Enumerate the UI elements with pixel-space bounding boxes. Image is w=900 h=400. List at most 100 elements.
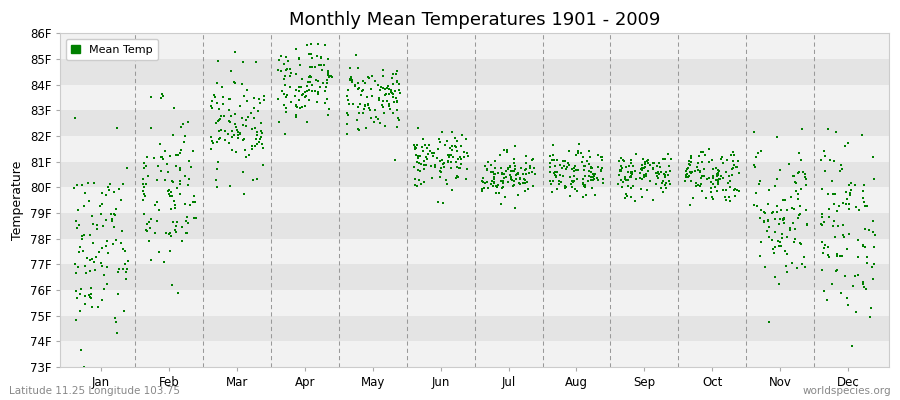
Point (173, 178, 187, 184)
Point (491, 182, 505, 188)
Point (309, 77, 323, 84)
Point (491, 190, 506, 196)
Point (442, 154, 456, 161)
Point (681, 173, 696, 180)
Point (508, 166, 522, 172)
Point (650, 162, 664, 169)
Point (688, 180, 703, 186)
Point (86, 240, 101, 246)
Point (691, 160, 706, 166)
Point (688, 168, 702, 174)
Point (446, 143, 460, 149)
Point (204, 137, 219, 144)
Point (814, 239, 829, 246)
Point (770, 134, 784, 140)
Point (624, 170, 638, 176)
Point (750, 202, 764, 209)
Point (118, 248, 132, 254)
Point (321, 72, 336, 78)
Point (546, 170, 561, 177)
Point (164, 188, 178, 195)
Point (449, 159, 464, 166)
Point (76, 233, 90, 239)
Point (225, 128, 239, 134)
Point (111, 124, 125, 131)
Bar (60, 34, 889, 59)
Point (305, 64, 320, 70)
Point (450, 138, 464, 144)
Bar (60, 316, 889, 341)
Point (302, 78, 316, 85)
Point (169, 185, 184, 191)
Point (864, 305, 878, 311)
Point (425, 175, 439, 181)
Point (832, 203, 847, 209)
Point (246, 177, 260, 184)
Point (104, 211, 118, 217)
Point (224, 68, 238, 74)
Point (137, 160, 151, 166)
Point (344, 74, 358, 80)
Point (90, 222, 104, 228)
Point (289, 71, 303, 78)
Point (828, 234, 842, 240)
Point (279, 67, 293, 74)
Point (518, 188, 532, 194)
Point (228, 49, 242, 55)
Point (449, 175, 464, 181)
Point (109, 318, 123, 325)
Point (860, 286, 874, 292)
Point (508, 143, 522, 149)
Point (148, 230, 163, 236)
Point (550, 156, 564, 163)
Point (698, 195, 713, 201)
Point (827, 201, 842, 208)
Point (244, 142, 258, 149)
Point (424, 163, 438, 170)
Point (68, 287, 83, 294)
Point (80, 255, 94, 261)
Point (386, 71, 400, 77)
Point (361, 102, 375, 108)
Point (634, 165, 649, 172)
Point (814, 157, 828, 164)
Point (760, 228, 774, 234)
Point (597, 180, 611, 186)
Point (768, 273, 782, 280)
Point (727, 193, 742, 199)
Point (653, 169, 668, 175)
Point (729, 163, 743, 170)
Point (693, 167, 707, 174)
Point (867, 261, 881, 267)
Point (216, 94, 230, 100)
Point (697, 166, 711, 172)
Point (378, 91, 392, 98)
Point (289, 111, 303, 118)
Point (218, 128, 232, 134)
Point (550, 169, 564, 175)
Point (350, 116, 365, 123)
Point (293, 62, 308, 68)
Point (71, 207, 86, 213)
Point (487, 180, 501, 186)
Point (417, 162, 431, 168)
Point (485, 178, 500, 184)
Point (500, 147, 514, 153)
Point (346, 101, 360, 108)
Point (503, 174, 517, 180)
Point (507, 160, 521, 166)
Point (634, 185, 648, 192)
Point (367, 119, 382, 125)
Point (817, 245, 832, 252)
Point (594, 168, 608, 174)
Point (453, 154, 467, 160)
Point (454, 132, 469, 138)
Point (422, 142, 436, 148)
Point (147, 155, 161, 162)
Point (474, 188, 489, 194)
Point (497, 146, 511, 153)
Point (410, 144, 424, 151)
Point (850, 254, 865, 260)
Point (848, 273, 862, 279)
Point (867, 244, 881, 250)
